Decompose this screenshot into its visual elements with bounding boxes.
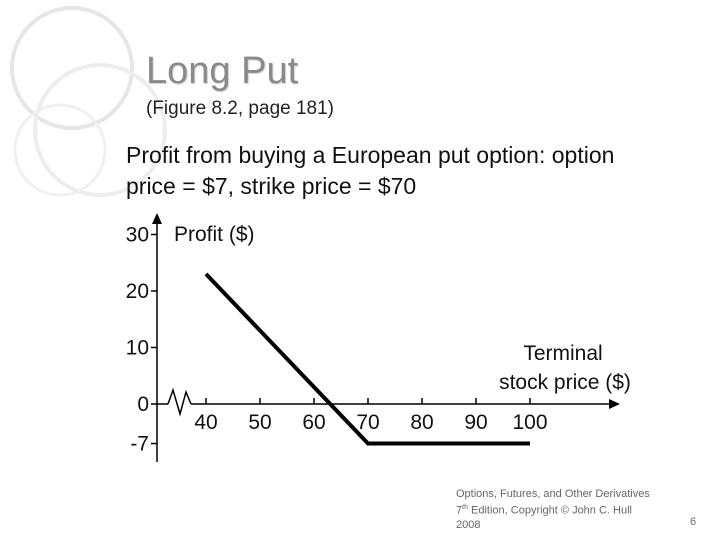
x-axis-arrowhead <box>609 399 620 409</box>
footer-edition-suffix: th <box>462 504 468 511</box>
slide-subtitle: (Figure 8.2, page 181) <box>146 98 335 119</box>
x-tick-label: 70 <box>356 411 379 434</box>
page-number: 6 <box>690 516 697 528</box>
x-axis-title-line2: stock price ($) <box>499 371 631 394</box>
chart-axes <box>152 213 620 462</box>
footer-edition-number: 7 <box>456 504 463 517</box>
slide-description: Profit from buying a European put option… <box>126 142 615 199</box>
y-tick-label: -7 <box>130 433 149 456</box>
x-tick-label: 60 <box>302 411 325 434</box>
footer-line1: Options, Futures, and Other Derivatives <box>456 488 650 500</box>
x-tick-label: 40 <box>194 411 217 434</box>
x-tick-label: 90 <box>464 411 487 434</box>
slide-title: Long Put <box>146 50 299 92</box>
y-tick-label: 10 <box>126 337 149 360</box>
y-tick-label: 0 <box>137 393 149 416</box>
x-axis-break-icon <box>167 387 192 417</box>
x-tick-label: 80 <box>410 411 433 434</box>
chart-series <box>204 272 530 446</box>
y-tick-label: 30 <box>126 224 149 247</box>
x-tick-label: 100 <box>512 411 547 434</box>
y-axis-arrowhead <box>152 213 162 224</box>
x-tick-label: 50 <box>248 411 271 434</box>
profit-series-line <box>204 272 530 446</box>
x-axis-title-line1: Terminal <box>523 342 602 365</box>
y-tick-label: 20 <box>126 280 149 303</box>
footer-line2: 7th Edition, Copyright © John C. Hull <box>456 501 681 518</box>
y-axis-title: Profit ($) <box>174 223 255 246</box>
slide-footer: Options, Futures, and Other Derivatives … <box>456 487 681 532</box>
footer-year: 2008 <box>456 518 481 531</box>
footer-edition-text: Edition, Copyright © John C. Hull <box>467 504 632 517</box>
